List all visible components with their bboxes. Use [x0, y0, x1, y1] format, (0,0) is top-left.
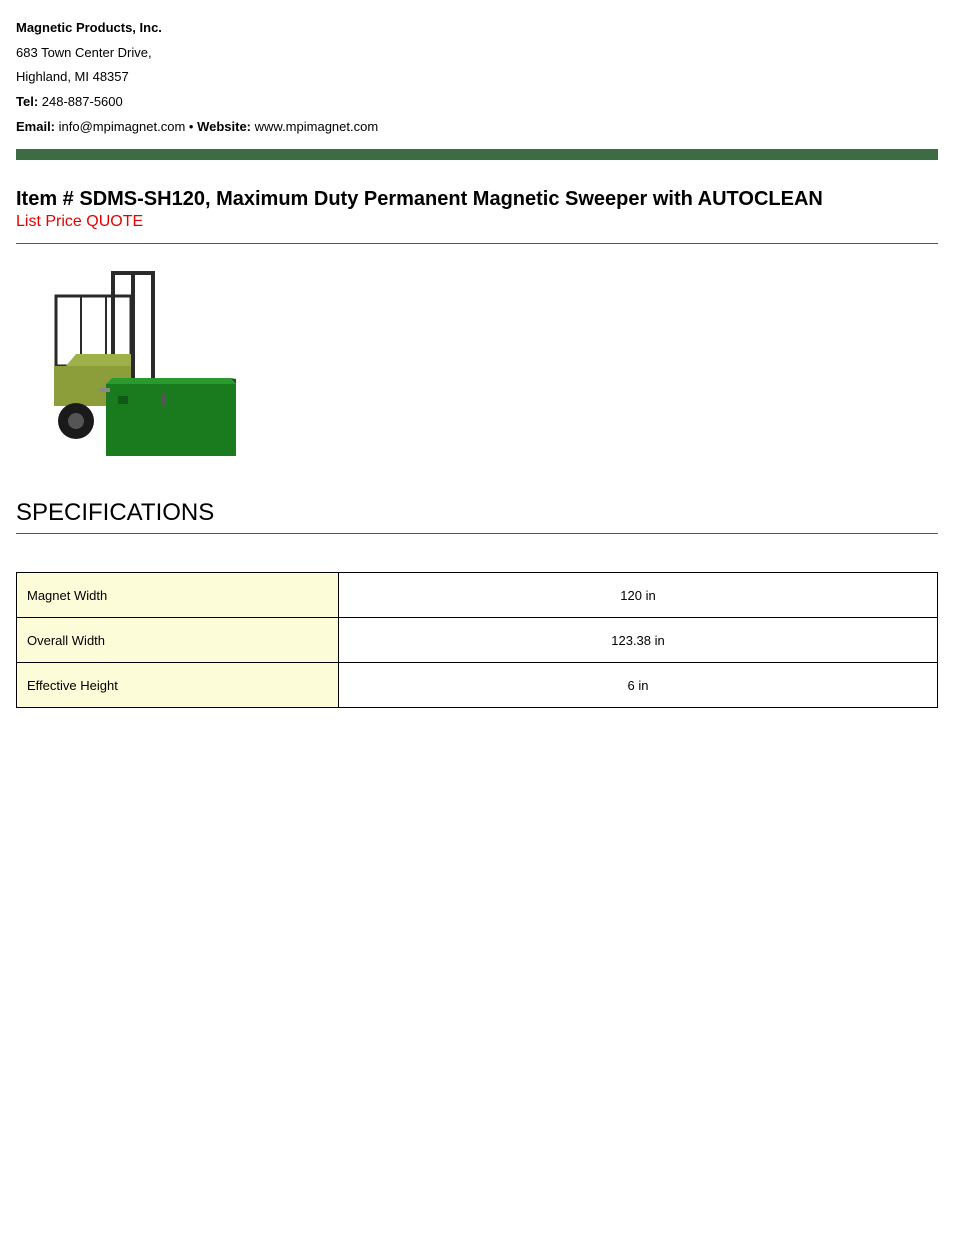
product-image [16, 244, 938, 491]
spec-label: Effective Height [17, 663, 339, 708]
company-address-1: 683 Town Center Drive, [16, 41, 938, 66]
divider-bar [16, 149, 938, 160]
item-title: Item # SDMS-SH120, Maximum Duty Permanen… [16, 188, 938, 211]
contact-separator: • [185, 119, 197, 134]
website-label: Website: [197, 119, 251, 134]
forklift-icon [26, 266, 236, 476]
table-row: Effective Height6 in [17, 663, 938, 708]
email-label: Email: [16, 119, 55, 134]
title-section: Item # SDMS-SH120, Maximum Duty Permanen… [16, 160, 938, 244]
spec-value: 120 in [339, 573, 938, 618]
spec-value: 123.38 in [339, 618, 938, 663]
tel-label: Tel: [16, 94, 38, 109]
specifications-underline [16, 533, 938, 534]
spec-label: Overall Width [17, 618, 339, 663]
tel-value: 248-887-5600 [42, 94, 123, 109]
website-value: www.mpimagnet.com [255, 119, 379, 134]
specifications-heading: SPECIFICATIONS [16, 499, 938, 527]
email-value: info@mpimagnet.com [59, 119, 186, 134]
company-header: Magnetic Products, Inc. 683 Town Center … [16, 16, 938, 139]
spec-label: Magnet Width [17, 573, 339, 618]
list-price: List Price QUOTE [16, 213, 938, 231]
table-row: Magnet Width120 in [17, 573, 938, 618]
company-address-2: Highland, MI 48357 [16, 65, 938, 90]
table-row: Overall Width123.38 in [17, 618, 938, 663]
company-name: Magnetic Products, Inc. [16, 20, 162, 35]
specifications-table: Magnet Width120 inOverall Width123.38 in… [16, 572, 938, 708]
spec-value: 6 in [339, 663, 938, 708]
